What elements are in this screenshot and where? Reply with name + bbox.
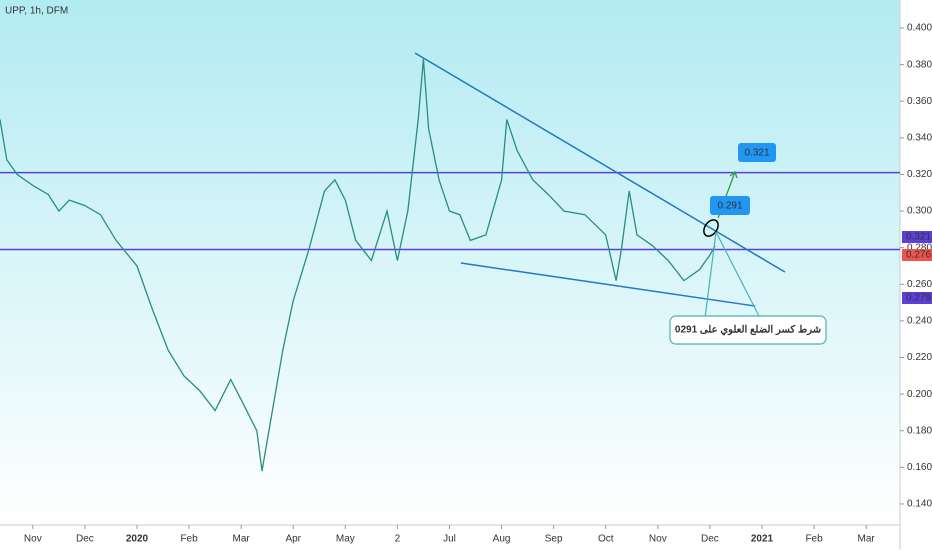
- x-tick-label: 2021: [751, 534, 774, 545]
- x-tick-label: Aug: [493, 534, 511, 545]
- y-tick-label: 0.220: [907, 352, 932, 363]
- price-tag: [902, 231, 932, 243]
- x-tick-label: Sep: [545, 534, 563, 545]
- x-tick-label: Dec: [701, 534, 719, 545]
- y-tick-label: 0.160: [907, 462, 932, 473]
- x-tick-label: Nov: [649, 534, 667, 545]
- price-tag-label: 0.279: [906, 293, 931, 304]
- y-tick-label: 0.340: [907, 132, 932, 143]
- price-tag-label: 0.276: [906, 250, 931, 261]
- price-tag: [902, 292, 932, 304]
- y-tick-label: 0.320: [907, 169, 932, 180]
- y-tick-label: 0.240: [907, 316, 932, 327]
- callout-label: 0.291: [717, 201, 742, 212]
- breakout-marker: [703, 219, 719, 237]
- price-line: [0, 59, 716, 472]
- x-tick-label: 2: [395, 534, 401, 545]
- chart-title: UPP, 1h, DFM: [5, 6, 68, 17]
- callout-box: [710, 196, 750, 215]
- y-tick-label: 0.280: [907, 242, 932, 253]
- y-tick-label: 0.360: [907, 96, 932, 107]
- trendline: [460, 262, 756, 307]
- x-tick-label: Jul: [443, 534, 456, 545]
- x-tick-label: Apr: [285, 534, 301, 545]
- trendline: [414, 52, 786, 273]
- y-tick-label: 0.140: [907, 499, 932, 510]
- x-tick-label: May: [336, 534, 355, 545]
- y-tick-label: 0.400: [907, 23, 932, 34]
- price-tag: [902, 249, 932, 261]
- x-tick-label: Feb: [805, 534, 823, 545]
- y-tick-label: 0.300: [907, 206, 932, 217]
- x-tick-label: Mar: [858, 534, 876, 545]
- x-tick-label: Mar: [233, 534, 251, 545]
- y-tick-label: 0.260: [907, 279, 932, 290]
- x-tick-label: Dec: [76, 534, 94, 545]
- x-tick-label: Nov: [24, 534, 42, 545]
- annotation-box: [669, 315, 827, 345]
- x-tick-label: Oct: [598, 534, 614, 545]
- y-tick-label: 0.380: [907, 59, 932, 70]
- price-tag-label: 0.321: [906, 232, 931, 243]
- callout-box: [738, 143, 776, 162]
- y-tick-label: 0.200: [907, 389, 932, 400]
- x-tick-label: 2020: [126, 534, 149, 545]
- y-tick-label: 0.180: [907, 425, 932, 436]
- annotation-pointer: [704, 231, 761, 319]
- annotation-text: شرط كسر الضلع العلوي على 0291: [675, 325, 821, 336]
- callout-label: 0.321: [744, 148, 769, 159]
- plot-background: [0, 0, 900, 525]
- x-tick-label: Feb: [180, 534, 198, 545]
